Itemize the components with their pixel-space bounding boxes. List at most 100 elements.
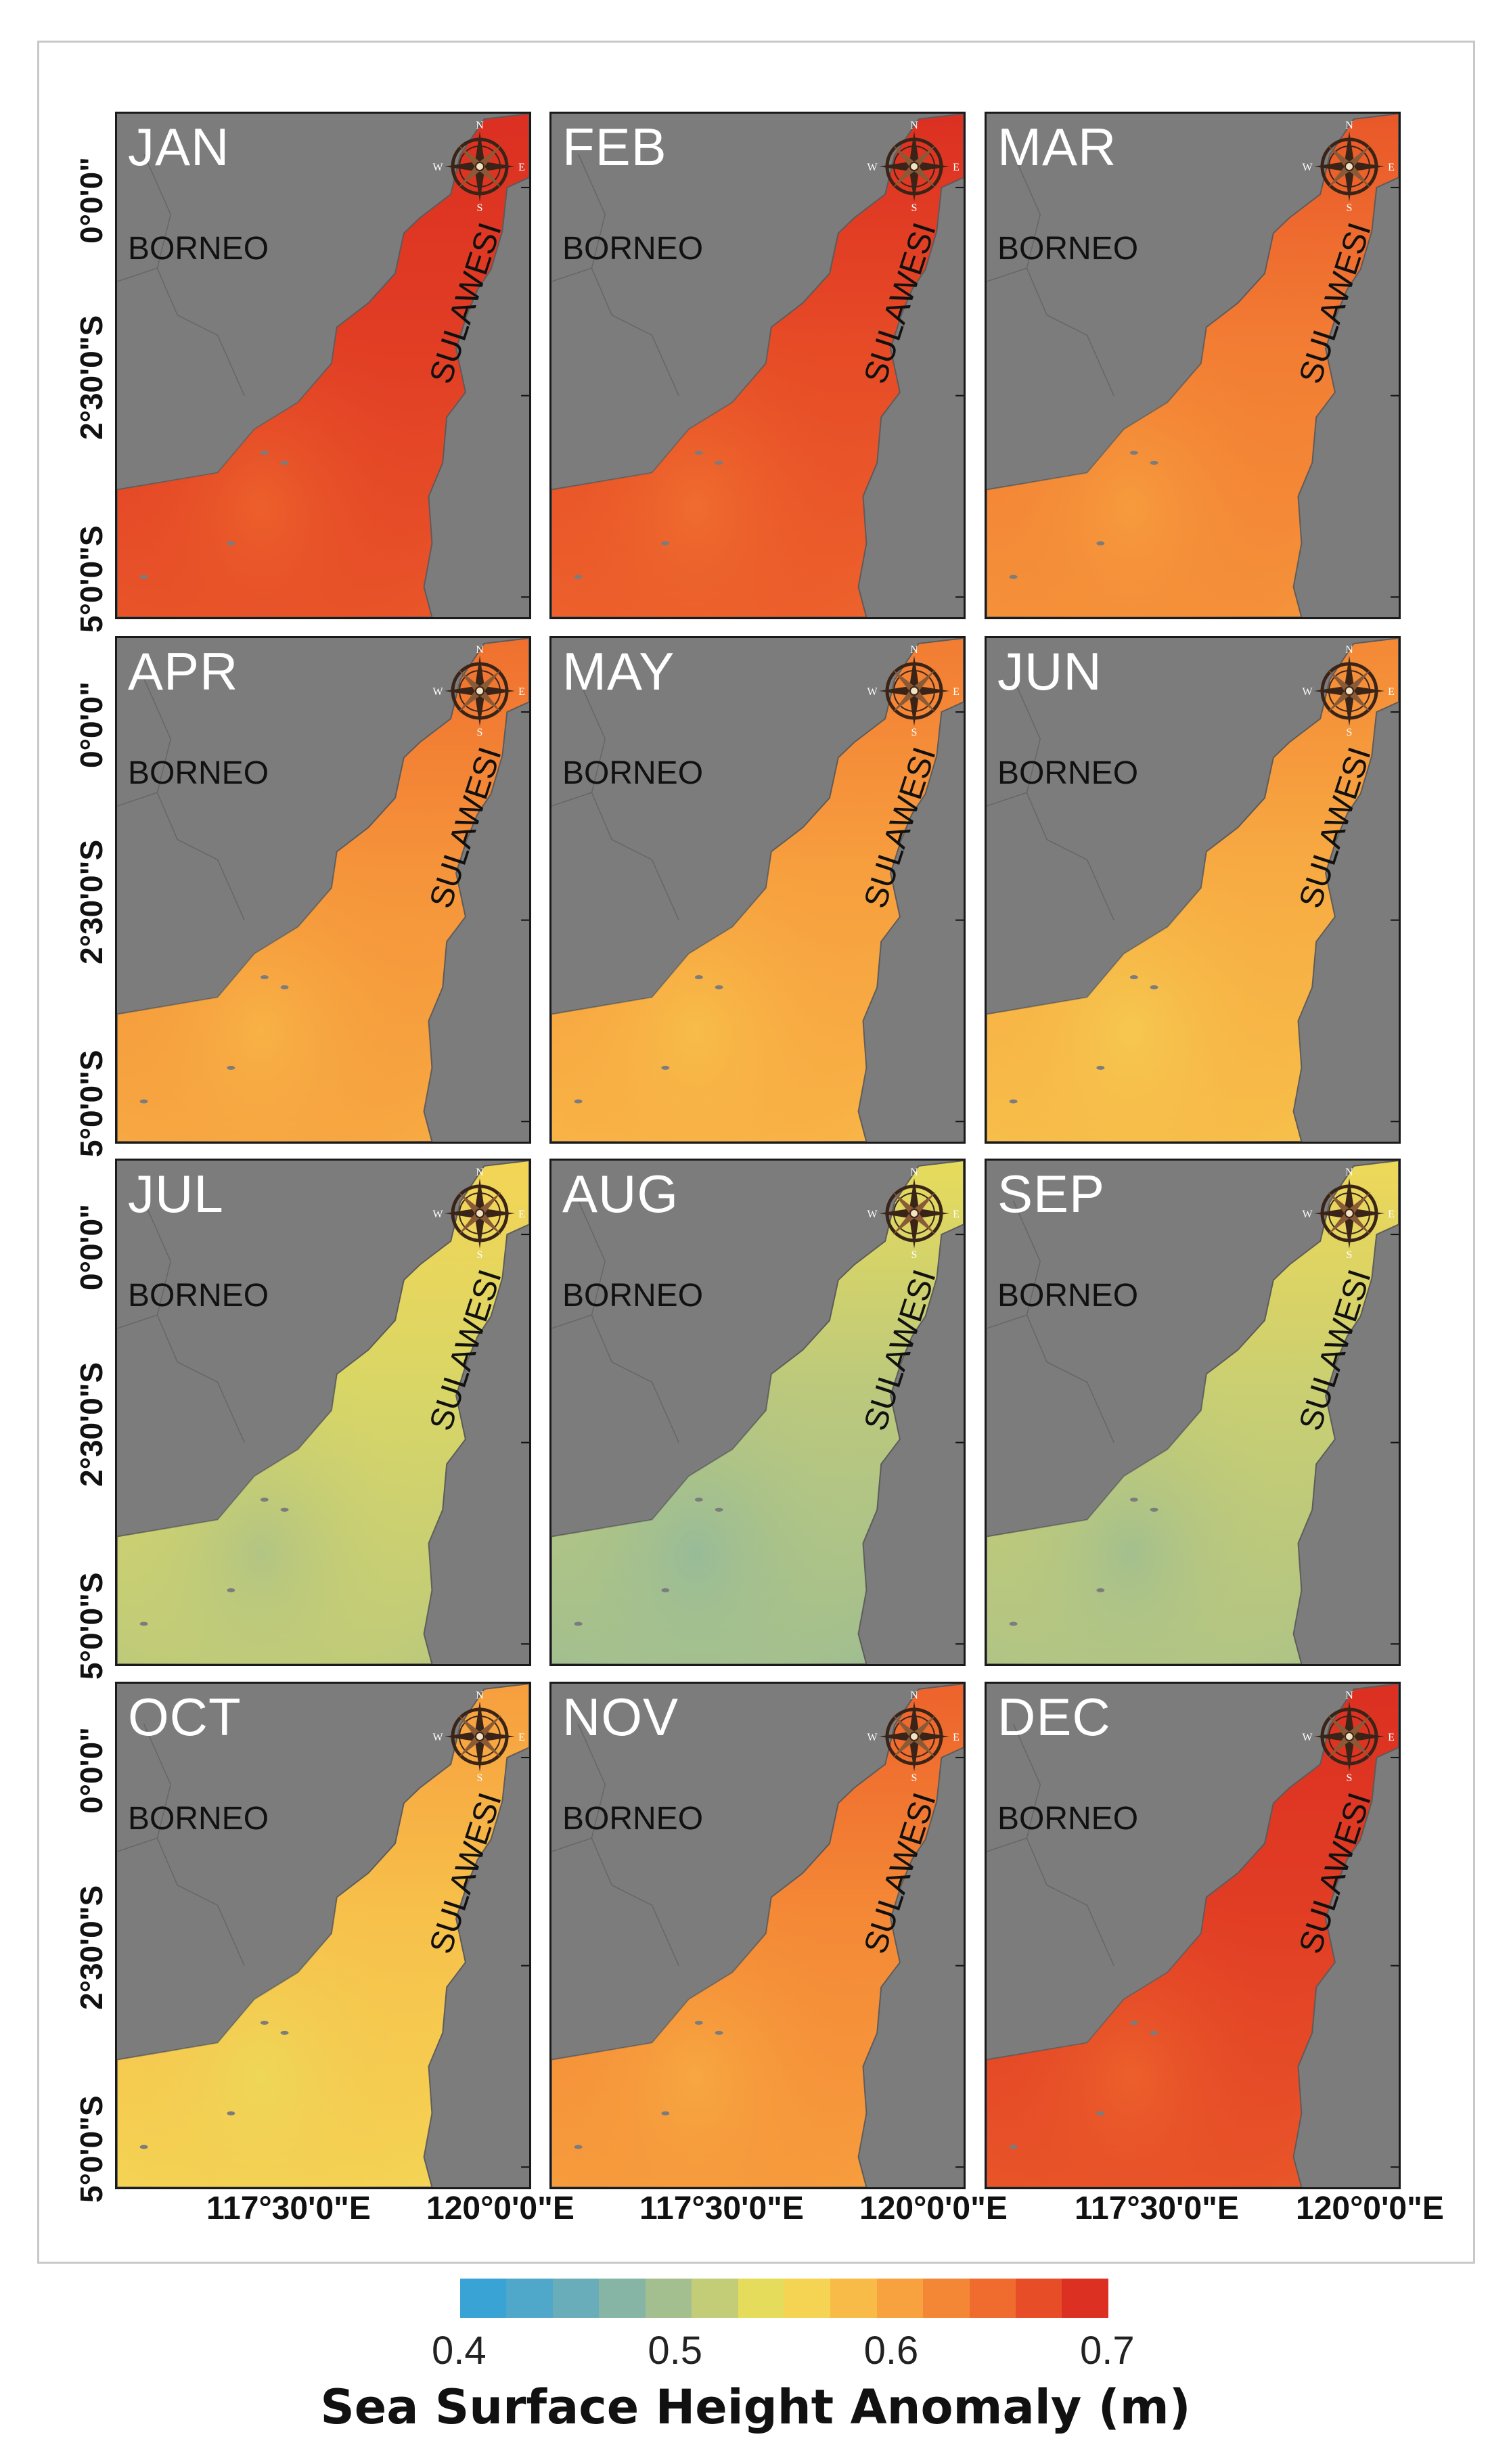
- province-boundary: [577, 1201, 606, 1316]
- province-boundary: [577, 154, 606, 269]
- compass-rose-icon: N S W E: [867, 1690, 959, 1784]
- province-boundary: [143, 1724, 172, 1839]
- colorbar-swatch: [784, 2279, 831, 2318]
- colorbar-title: Sea Surface Height Anomaly (m): [320, 2379, 1191, 2435]
- island: [661, 541, 670, 545]
- svg-text:W: W: [1302, 1209, 1313, 1220]
- island: [1096, 541, 1105, 545]
- longitude-label: 120°0'0"E: [1296, 2191, 1444, 2226]
- longitude-label: 117°30'0"E: [206, 2191, 371, 2226]
- island: [260, 1497, 269, 1502]
- map-panel-jan: JAN BORNEO SULAWESI N S W E: [115, 112, 531, 619]
- latitude-label: 0°0'0": [74, 1204, 109, 1291]
- longitude-label: 120°0'0"E: [426, 2191, 574, 2226]
- svg-text:W: W: [1302, 162, 1313, 173]
- island: [1096, 1065, 1105, 1070]
- month-label: AUG: [562, 1164, 679, 1224]
- island: [139, 2145, 148, 2149]
- svg-text:W: W: [867, 1732, 878, 1743]
- svg-text:N: N: [910, 120, 918, 131]
- island: [260, 450, 269, 455]
- province-boundary: [143, 678, 172, 793]
- province-boundary: [1012, 1201, 1041, 1316]
- province-boundary: [987, 1837, 1114, 1966]
- svg-text:N: N: [476, 1167, 484, 1178]
- ssha-map: [551, 1684, 964, 2187]
- island: [694, 2020, 703, 2025]
- province-boundary: [1012, 154, 1041, 269]
- svg-text:S: S: [911, 1249, 918, 1261]
- borneo-label: BORNEO: [562, 231, 704, 267]
- island: [227, 541, 235, 545]
- ssha-map: [551, 638, 964, 1142]
- month-label: FEB: [562, 117, 667, 177]
- map-panel-may: MAY BORNEO SULAWESI N S W E: [549, 636, 966, 1144]
- svg-text:E: E: [953, 686, 960, 698]
- svg-text:S: S: [1347, 727, 1353, 738]
- island: [661, 1588, 670, 1592]
- province-boundary: [987, 1314, 1114, 1443]
- svg-text:S: S: [1347, 202, 1353, 214]
- island: [661, 2111, 670, 2115]
- map-panel-dec: DEC BORNEO SULAWESI N S W E: [985, 1682, 1401, 2189]
- borneo-label: BORNEO: [997, 755, 1139, 791]
- ssha-map: [117, 638, 529, 1142]
- latitude-label: 5°0'0"S: [74, 2095, 109, 2203]
- province-boundary: [577, 1724, 606, 1839]
- colorbar-swatch: [923, 2279, 970, 2318]
- borneo-label: BORNEO: [562, 1278, 704, 1314]
- island: [715, 1507, 723, 1512]
- colorbar-swatch: [969, 2279, 1016, 2318]
- island: [1150, 1507, 1158, 1512]
- svg-text:E: E: [518, 686, 525, 698]
- colorbar-swatch: [645, 2279, 692, 2318]
- month-label: JUL: [128, 1164, 224, 1224]
- borneo-label: BORNEO: [997, 231, 1139, 267]
- colorbar-swatch: [1016, 2279, 1062, 2318]
- compass-rose-icon: N S W E: [867, 120, 959, 214]
- province-boundary: [117, 1837, 245, 1966]
- compass-rose-icon: N S W E: [867, 1167, 959, 1261]
- colorbar-swatch: [830, 2279, 877, 2318]
- island: [1009, 575, 1018, 579]
- colorbar-tick-label: 0.7: [1080, 2329, 1135, 2373]
- island: [1096, 1588, 1105, 1592]
- svg-text:E: E: [518, 162, 525, 173]
- province-boundary: [117, 1314, 245, 1443]
- island: [1009, 1099, 1018, 1104]
- island: [139, 1099, 148, 1104]
- ssha-map: [987, 1161, 1399, 1664]
- svg-text:S: S: [477, 727, 483, 738]
- ssha-map: [987, 114, 1399, 617]
- svg-text:E: E: [1388, 686, 1395, 698]
- svg-text:N: N: [910, 644, 918, 656]
- month-label: JUN: [997, 642, 1102, 701]
- svg-text:E: E: [1388, 1732, 1395, 1743]
- colorbar-swatch: [738, 2279, 784, 2318]
- province-boundary: [117, 792, 245, 920]
- month-label: SEP: [997, 1164, 1106, 1224]
- island: [1150, 460, 1158, 465]
- longitude-label: 120°0'0"E: [859, 2191, 1008, 2226]
- latitude-label: 5°0'0"S: [74, 1572, 109, 1680]
- svg-text:N: N: [1345, 120, 1353, 131]
- svg-text:N: N: [1345, 1167, 1353, 1178]
- province-boundary: [1012, 1724, 1041, 1839]
- island: [260, 2020, 269, 2025]
- island: [1129, 1497, 1138, 1502]
- svg-text:N: N: [476, 120, 484, 131]
- compass-rose-icon: N S W E: [867, 644, 960, 738]
- svg-text:W: W: [432, 162, 443, 173]
- colorbar-swatch: [506, 2279, 553, 2318]
- province-boundary: [551, 267, 679, 396]
- latitude-label: 5°0'0"S: [74, 1050, 109, 1157]
- province-boundary: [577, 678, 606, 793]
- latitude-label: 2°30'0"S: [74, 1362, 109, 1487]
- longitude-label: 117°30'0"E: [639, 2191, 804, 2226]
- colorbar-swatch: [692, 2279, 738, 2318]
- colorbar-tick-label: 0.5: [648, 2329, 702, 2373]
- compass-rose-icon: N S W E: [1302, 120, 1394, 214]
- svg-text:N: N: [476, 1690, 484, 1701]
- svg-text:N: N: [1345, 1690, 1353, 1701]
- map-panel-aug: AUG BORNEO SULAWESI N S W E: [549, 1159, 966, 1666]
